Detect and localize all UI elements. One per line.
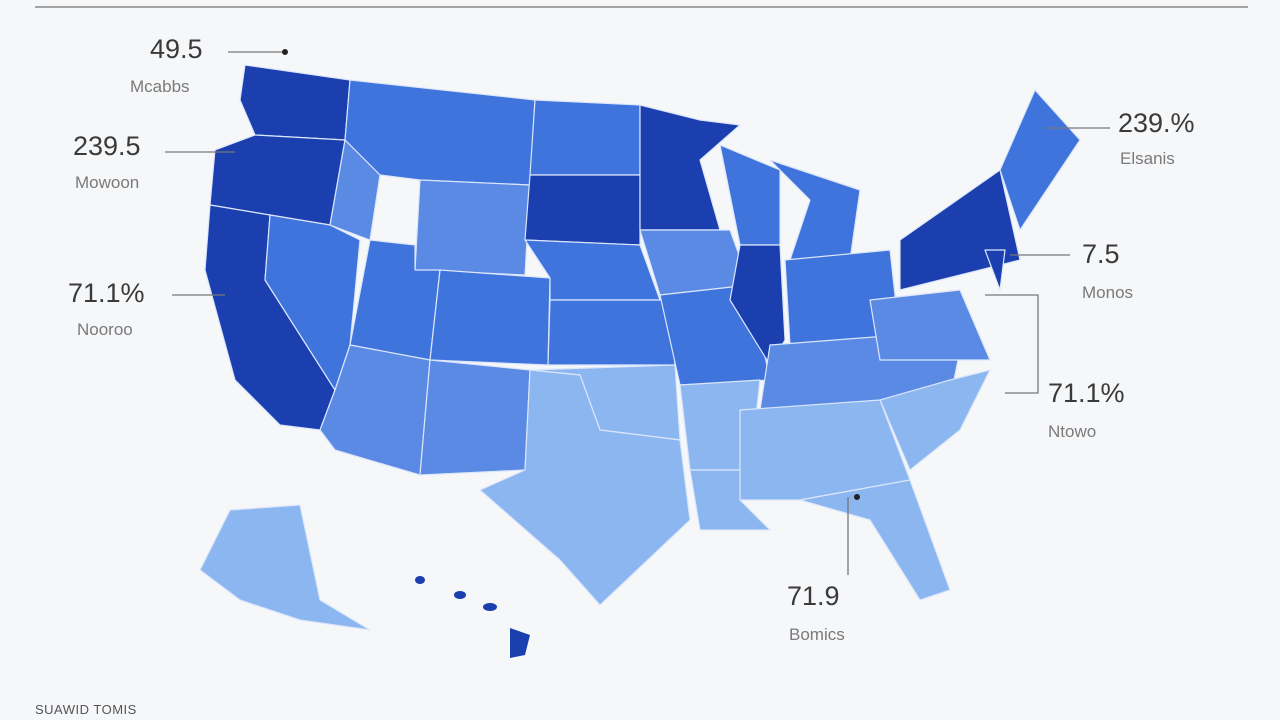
callout-label: Elsanis — [1120, 149, 1175, 168]
callout-value: 7.5 — [1082, 239, 1120, 269]
callout-label: Mowoon — [75, 173, 139, 192]
callout-value: 239.5 — [73, 131, 141, 161]
callout-value: 239.% — [1118, 108, 1195, 138]
callout-label: Nooroo — [77, 320, 133, 339]
callout-value: 71.1% — [68, 278, 145, 308]
callout-value: 71.1% — [1048, 378, 1125, 408]
callout-label: Ntowo — [1048, 422, 1096, 441]
callout-label: Mcabbs — [130, 77, 190, 96]
leader-lines — [165, 49, 1110, 575]
us-map — [199, 64, 1081, 658]
callout-label: Bomics — [789, 625, 845, 644]
footer: SUAWID TOMIS — [35, 702, 137, 717]
callout-value: 71.9 — [787, 581, 840, 611]
callout-value: 49.5 — [150, 34, 203, 64]
callout-label: Monos — [1082, 283, 1133, 302]
